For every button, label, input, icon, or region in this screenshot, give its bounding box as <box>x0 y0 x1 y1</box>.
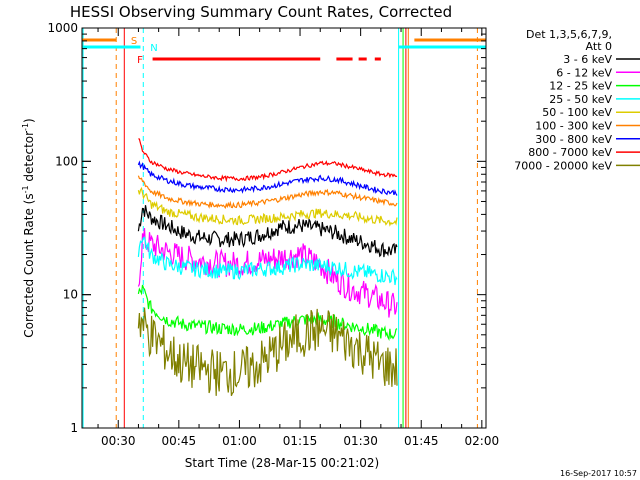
legend-header: Att 0 <box>586 40 612 53</box>
y-tick-label: 1000 <box>47 21 78 35</box>
legend-entry-label: 50 - 100 keV <box>542 106 612 119</box>
chart-title: HESSI Observing Summary Count Rates, Cor… <box>70 3 452 21</box>
y-axis-label-part: -1 <box>21 185 30 193</box>
y-tick-label: 1 <box>70 421 78 435</box>
flag-label-N: N <box>150 43 157 54</box>
y-axis-label-part: -1 <box>21 123 30 131</box>
series-line-3 <box>137 236 398 286</box>
y-tick-label: 100 <box>55 154 78 168</box>
legend-entry-label: 12 - 25 keV <box>549 80 612 93</box>
series-line-1 <box>137 228 398 318</box>
y-tick-label: 10 <box>63 288 78 302</box>
plot-frame <box>81 27 487 429</box>
flag-label-S: S <box>131 36 137 47</box>
x-tick-label: 01:15 <box>283 434 318 448</box>
series-line-0 <box>137 205 398 258</box>
series-group <box>137 138 398 397</box>
plot-area: S NF <box>82 28 486 428</box>
legend-entry-label: 300 - 800 keV <box>535 133 612 146</box>
series-line-4 <box>137 186 398 227</box>
y-axis-label-part: ) <box>22 118 36 123</box>
y-axis-label-part: detector <box>22 131 36 186</box>
x-tick-label: 01:00 <box>222 434 257 448</box>
series-line-7 <box>138 138 398 183</box>
axes: 1 10 100 1000 00:30 00:45 01:00 01:15 01:30 01:45… <box>21 21 499 448</box>
x-tick-label: 01:30 <box>343 434 378 448</box>
legend-entry-label: 800 - 7000 keV <box>528 146 612 159</box>
legend-header: Det 1,3,5,6,7,9, <box>526 28 612 41</box>
x-tick-label: 00:30 <box>101 434 136 448</box>
legend-entry-label: 3 - 6 keV <box>563 53 612 66</box>
x-axis-label: Start Time (28-Mar-15 00:21:02) <box>185 456 379 470</box>
legend-entry-label: 7000 - 20000 keV <box>514 159 612 172</box>
series-line-8 <box>137 307 398 397</box>
footer-timestamp: 16-Sep-2017 10:57 <box>560 469 637 478</box>
legend-entry-label: 6 - 12 keV <box>556 66 612 79</box>
series-line-2 <box>137 284 398 341</box>
series-line-5 <box>137 175 398 209</box>
series-line-6 <box>137 160 398 196</box>
y-axis-label: Corrected Count Rate (s-1 detector-1) <box>21 118 36 337</box>
flag-label-F: F <box>137 55 143 66</box>
x-tick-label: 01:45 <box>404 434 439 448</box>
y-axis-label-part: Corrected Count Rate (s <box>22 193 36 337</box>
x-tick-label: 02:00 <box>465 434 500 448</box>
x-tick-label: 00:45 <box>162 434 197 448</box>
legend-entry-label: 100 - 300 keV <box>535 120 612 133</box>
legend-entry-label: 25 - 50 keV <box>549 93 612 106</box>
